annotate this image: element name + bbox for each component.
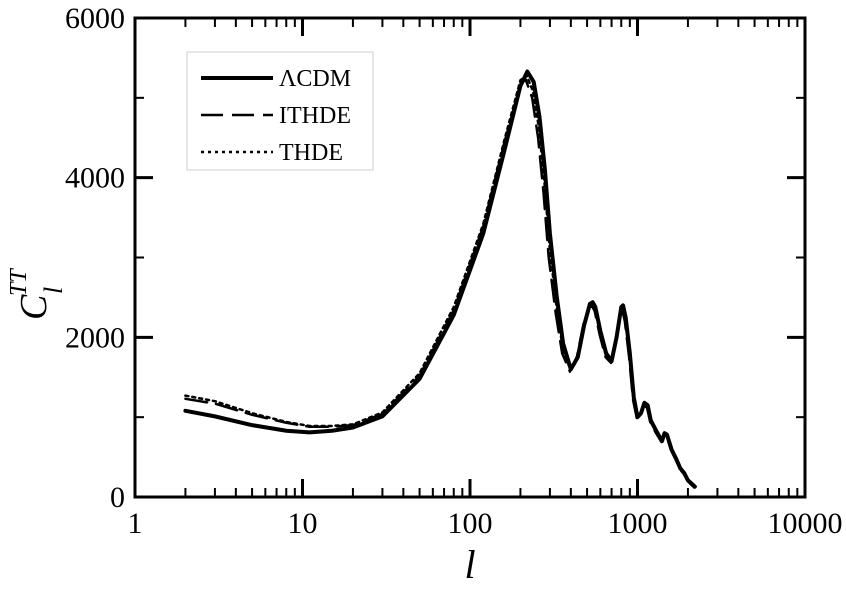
y-tick-label: 4000	[65, 162, 125, 195]
legend: ΛCDM ITHDE THDE	[186, 51, 374, 171]
x-tick-label: 10000	[768, 507, 843, 540]
x-tick-label: 10	[288, 507, 318, 540]
series-lines	[183, 69, 697, 489]
legend-box	[186, 51, 374, 171]
x-tick-label: 1	[128, 507, 143, 540]
x-tick-label: 100	[448, 507, 493, 540]
y-axis-label: C l TT	[6, 268, 68, 320]
legend-label: ITHDE	[279, 103, 351, 129]
series-line-dotted	[184, 74, 696, 489]
legend-label: THDE	[279, 140, 343, 166]
tick-labels: 1 10 100 1000 10000 0 2000 4000 6000	[65, 2, 843, 540]
x-axis-label: l	[464, 542, 475, 587]
y-axis-label-superscript: TT	[6, 268, 32, 296]
legend-label: ΛCDM	[279, 66, 351, 92]
y-axis-label-subscript: l	[39, 287, 68, 294]
y-tick-label: 0	[110, 481, 125, 514]
plot-frame	[133, 16, 807, 499]
y-tick-label: 6000	[65, 2, 125, 35]
y-tick-label: 2000	[65, 321, 125, 354]
x-tick-label: 1000	[608, 507, 668, 540]
y-axis-label-main: C	[13, 294, 55, 320]
